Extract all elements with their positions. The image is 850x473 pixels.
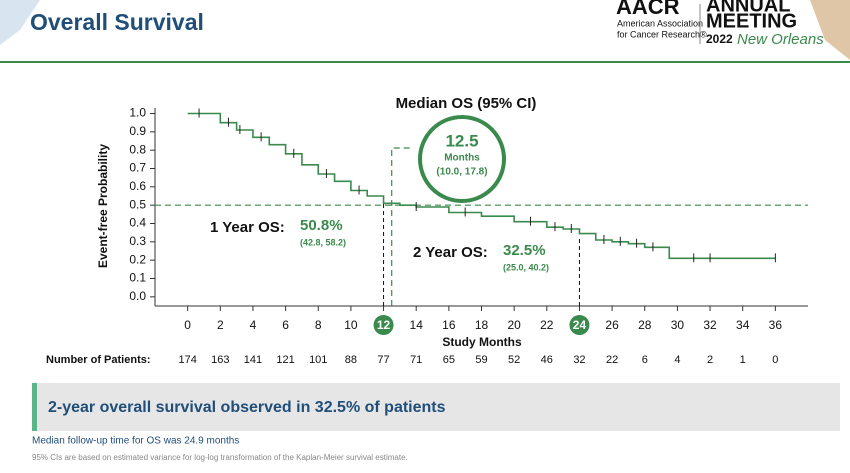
risk-count: 77 bbox=[377, 354, 389, 366]
median-unit: Months bbox=[444, 153, 480, 164]
y-tick-label: 0.0 bbox=[129, 289, 146, 303]
y-tick-label: 0.2 bbox=[129, 252, 146, 266]
conclusion: 2-year overall survival observed in 32.5… bbox=[48, 399, 446, 416]
risk-count: 4 bbox=[674, 354, 680, 366]
x-tick-label: 26 bbox=[605, 318, 619, 332]
footnote: 95% CIs are based on estimated variance … bbox=[32, 453, 408, 462]
risk-count: 52 bbox=[508, 354, 520, 366]
risk-count: 101 bbox=[309, 354, 327, 366]
risk-count: 141 bbox=[244, 354, 262, 366]
landmark-value: 50.8% bbox=[300, 217, 343, 234]
y-tick-label: 0.6 bbox=[129, 179, 146, 193]
x-tick-label: 0 bbox=[184, 318, 191, 332]
y-tick-label: 0.7 bbox=[129, 161, 146, 175]
plot: 0.00.10.20.30.40.50.60.70.80.91.00174216… bbox=[129, 95, 808, 366]
risk-count: 121 bbox=[276, 354, 294, 366]
median-title: Median OS (95% CI) bbox=[396, 95, 537, 112]
slide-title: Overall Survival bbox=[30, 9, 204, 35]
meeting: ANNUAL bbox=[706, 0, 790, 16]
x-tick-label: 12 bbox=[377, 318, 391, 332]
risk-count: 1 bbox=[740, 354, 746, 366]
decoration bbox=[810, 0, 850, 60]
logo: AACR bbox=[616, 0, 680, 19]
y-tick-label: 0.9 bbox=[129, 124, 146, 138]
y-tick-label: 0.4 bbox=[129, 216, 146, 230]
x-tick-label: 34 bbox=[736, 318, 750, 332]
risk-count: 22 bbox=[606, 354, 618, 366]
x-tick-label: 28 bbox=[638, 318, 652, 332]
risk-count: 59 bbox=[475, 354, 487, 366]
risk-count: 71 bbox=[410, 354, 422, 366]
x-tick-highlight bbox=[373, 315, 394, 335]
x-tick-highlight bbox=[569, 315, 590, 335]
x-tick-label: 18 bbox=[475, 318, 489, 332]
x-tick-label: 8 bbox=[315, 318, 322, 332]
median-value: 12.5 bbox=[445, 131, 478, 150]
org-name: American Association bbox=[617, 18, 703, 28]
x-tick-label: 4 bbox=[250, 318, 257, 332]
footnote: Median follow-up time for OS was 24.9 mo… bbox=[32, 436, 239, 447]
y-tick-label: 0.3 bbox=[129, 234, 146, 248]
meeting-year: 2022 bbox=[706, 32, 733, 46]
risk-count: 2 bbox=[707, 354, 713, 366]
x-tick-label: 36 bbox=[769, 318, 783, 332]
landmark-value: 32.5% bbox=[503, 242, 546, 259]
org-name: for Cancer Research® bbox=[617, 29, 707, 39]
conclusion-accent bbox=[32, 383, 37, 431]
landmark-label: 1 Year OS: bbox=[210, 219, 285, 236]
conclusion-box bbox=[32, 383, 840, 431]
x-tick-label: 16 bbox=[442, 318, 456, 332]
median-ci: (10.0, 17.8) bbox=[436, 167, 487, 178]
risk-count: 32 bbox=[573, 354, 585, 366]
y-tick-label: 0.8 bbox=[129, 142, 146, 156]
x-tick-label: 24 bbox=[573, 318, 587, 332]
risk-count: 65 bbox=[443, 354, 455, 366]
x-tick-label: 30 bbox=[671, 318, 685, 332]
landmark-ci: (42.8, 58.2) bbox=[300, 237, 346, 247]
y-tick-label: 0.5 bbox=[129, 197, 146, 211]
x-tick-label: 32 bbox=[703, 318, 717, 332]
risk-count: 88 bbox=[345, 354, 357, 366]
x-tick-label: 22 bbox=[540, 318, 554, 332]
landmark-label: 2 Year OS: bbox=[413, 244, 488, 261]
x-tick-label: 14 bbox=[410, 318, 424, 332]
x-tick-label: 10 bbox=[344, 318, 358, 332]
x-tick-label: 6 bbox=[282, 318, 289, 332]
risk-count: 174 bbox=[178, 354, 196, 366]
meeting: MEETING bbox=[706, 10, 797, 32]
risk-table-label: Number of Patients: bbox=[46, 354, 151, 366]
risk-count: 46 bbox=[541, 354, 553, 366]
x-tick-label: 2 bbox=[217, 318, 224, 332]
decoration bbox=[0, 0, 40, 45]
x-axis-label: Study Months bbox=[442, 335, 522, 349]
y-tick-label: 1.0 bbox=[129, 106, 146, 120]
landmark-ci: (25.0, 40.2) bbox=[503, 262, 549, 272]
risk-count: 163 bbox=[211, 354, 229, 366]
median-circle bbox=[418, 115, 506, 203]
survival-curve bbox=[187, 112, 776, 260]
y-tick-label: 0.1 bbox=[129, 271, 146, 285]
median-line bbox=[391, 147, 410, 306]
risk-count: 0 bbox=[772, 354, 778, 366]
meeting-city: New Orleans bbox=[737, 31, 824, 48]
risk-count: 6 bbox=[642, 354, 648, 366]
x-tick-label: 20 bbox=[507, 318, 521, 332]
y-axis-label: Event-free Probability bbox=[96, 144, 110, 268]
